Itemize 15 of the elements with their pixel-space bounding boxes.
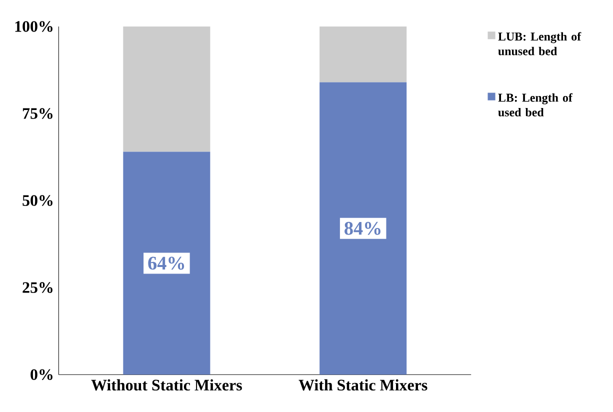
legend-label: LB: Length of used bed — [498, 93, 573, 116]
bar — [123, 26, 210, 152]
data-label: 64% — [148, 256, 184, 270]
bar — [320, 82, 407, 374]
y-tick-label: 25% — [22, 282, 52, 293]
legend-label: LUB: Length of unused bed — [498, 32, 582, 56]
bar — [320, 26, 407, 82]
y-tick-label: 100% — [15, 20, 52, 32]
x-tick-label: Without Static Mixers — [91, 379, 242, 390]
data-label: 84% — [344, 222, 380, 235]
bar — [123, 152, 210, 374]
x-tick-label: With Static Mixers — [298, 379, 428, 390]
y-tick-label: 0% — [30, 368, 52, 380]
y-tick-label: 50% — [22, 194, 52, 206]
y-tick-label: 75% — [22, 108, 52, 119]
